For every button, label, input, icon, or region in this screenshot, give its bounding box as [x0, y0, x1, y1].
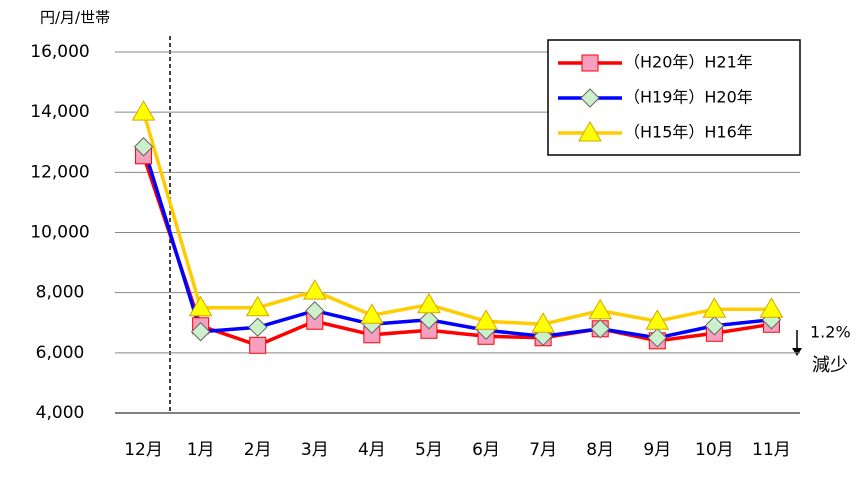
x-tick-label: 2月	[244, 440, 272, 460]
x-tick-label: 3月	[301, 440, 329, 460]
marker	[647, 328, 667, 348]
series-line	[141, 111, 772, 327]
x-tick-label: 10月	[695, 440, 734, 460]
marker	[702, 297, 727, 318]
legend-label: （H19年）H20年	[624, 88, 753, 107]
marker	[245, 295, 270, 317]
marker	[531, 312, 555, 333]
marker	[419, 310, 439, 330]
legend-label: （H15年）H16年	[624, 123, 753, 142]
y-tick-label: 8,000	[36, 283, 85, 303]
marker	[302, 279, 327, 300]
x-tick-label: 12月	[124, 440, 163, 460]
marker	[580, 88, 600, 108]
marker	[131, 100, 156, 121]
arrow-head	[792, 348, 802, 356]
y-tick-label: 6,000	[36, 343, 85, 363]
series-line	[141, 146, 772, 340]
x-tick-label: 6月	[472, 440, 500, 460]
marker	[474, 309, 498, 330]
marker	[249, 336, 267, 354]
marker	[759, 297, 784, 318]
marker	[417, 292, 441, 314]
x-tick-label: 4月	[358, 440, 386, 460]
y-tick-label: 4,000	[36, 403, 85, 423]
marker	[360, 303, 384, 324]
marker	[248, 317, 268, 337]
marker	[590, 319, 610, 339]
y-tick-label: 10,000	[30, 223, 89, 243]
series-line	[141, 155, 772, 348]
marker	[578, 121, 602, 142]
y-tick-label: 16,000	[30, 42, 89, 62]
x-tick-label: 7月	[529, 440, 557, 460]
legend-label: （H20年）H21年	[624, 53, 753, 72]
x-tick-label: 11月	[752, 440, 791, 460]
marker	[704, 316, 725, 336]
annotation: 減少	[812, 355, 848, 376]
marker	[581, 54, 599, 72]
x-tick-label: 9月	[643, 440, 671, 460]
marker	[190, 322, 211, 342]
marker	[305, 301, 325, 321]
marker	[133, 137, 154, 157]
y-tick-label: 14,000	[30, 102, 89, 122]
annotation: 1.2%	[810, 323, 851, 342]
marker	[645, 309, 670, 330]
y-unit-label: 円/月/世帯	[40, 9, 110, 27]
x-tick-label: 5月	[415, 440, 443, 460]
x-tick-label: 1月	[187, 440, 215, 460]
marker	[588, 298, 613, 320]
y-tick-label: 12,000	[30, 162, 89, 182]
marker	[188, 295, 213, 317]
x-tick-label: 8月	[586, 440, 614, 460]
